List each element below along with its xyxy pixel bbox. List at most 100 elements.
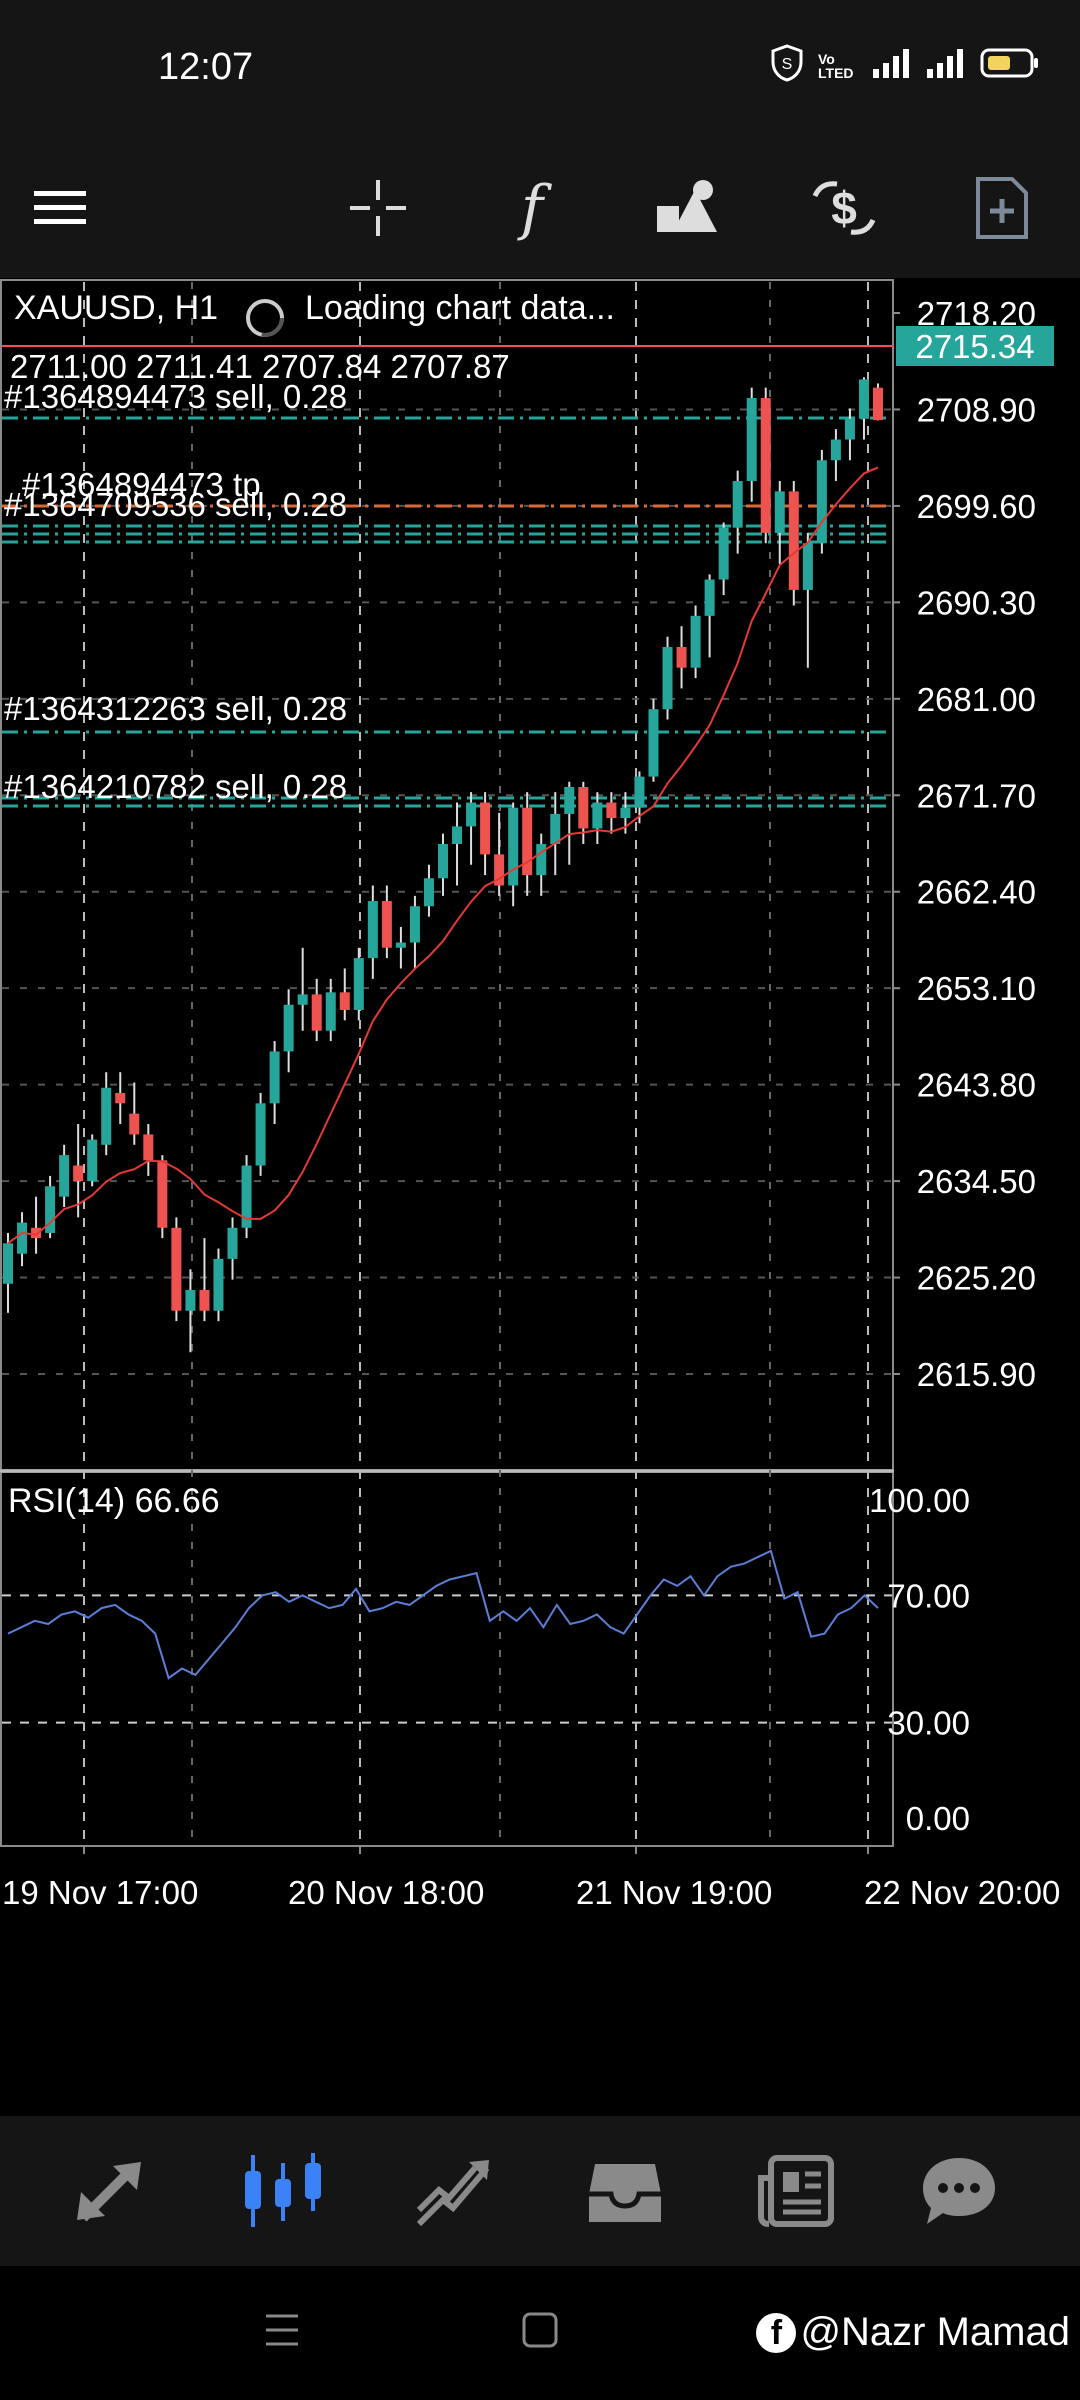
price-chart[interactable]: 2718.20 2708.90 2699.60 2690.30 2681.00 2671.…: [0, 278, 1080, 2116]
chart-area[interactable]: 2718.20 2708.90 2699.60 2690.30 2681.00 2671.…: [0, 278, 1080, 2116]
candle-body: [311, 994, 322, 1031]
candle-body: [858, 379, 869, 419]
rsi-tick-label: 70.00: [887, 1577, 970, 1614]
messages-icon[interactable]: [914, 2146, 1004, 2236]
time-label: 19 Nov 17:00: [2, 1874, 198, 1911]
candle-body: [480, 802, 491, 855]
candle-body: [241, 1165, 252, 1228]
time-label: 20 Nov 18:00: [288, 1874, 484, 1911]
chart-icon[interactable]: [238, 2146, 328, 2236]
indicators-icon[interactable]: f: [520, 173, 544, 243]
candle-body: [199, 1289, 210, 1311]
new-document-icon[interactable]: [964, 170, 1040, 246]
candle-body: [283, 1004, 294, 1052]
candle-body: [129, 1113, 140, 1135]
moving-average: [7, 466, 879, 1245]
candle-body: [592, 802, 603, 829]
candle-body: [648, 709, 659, 777]
system-nav: f @Nazr Mamad: [0, 2266, 1080, 2400]
candle-body: [578, 786, 589, 829]
candle-body: [438, 844, 448, 879]
candle-body: [732, 481, 743, 528]
candle-body: [452, 826, 463, 845]
rsi-line: [7, 1549, 879, 1680]
candle-body: [171, 1227, 182, 1311]
candle-body: [690, 615, 701, 668]
order-lines: [2, 416, 892, 808]
menu-icon[interactable]: [22, 170, 98, 246]
price-tick-label: 2643.80: [917, 1067, 1036, 1104]
objects-icon[interactable]: [650, 170, 726, 246]
candle-body: [101, 1087, 112, 1145]
candle-body: [564, 786, 575, 814]
candle-body: [227, 1227, 238, 1259]
candle-body: [802, 543, 813, 590]
candle-body: [620, 807, 631, 819]
recents-icon[interactable]: [262, 2310, 302, 2355]
order-label: #1364894473 sell, 0.28: [4, 378, 347, 415]
candle-body: [395, 942, 406, 948]
candle-body: [409, 906, 420, 943]
candle-body: [662, 646, 673, 710]
quotes-icon[interactable]: [64, 2146, 154, 2236]
rsi-label: RSI(14) 66.66: [8, 1482, 220, 1520]
symbol-title: XAUUSD, H1: [14, 289, 218, 327]
chart-toolbar: f $: [0, 140, 1080, 278]
time-label: 22 Nov 20:00: [864, 1874, 1060, 1911]
candle-body: [508, 807, 519, 886]
trade-icon[interactable]: $: [806, 170, 882, 246]
volte-icon: Vo LTED: [818, 50, 854, 81]
candle-body: [115, 1092, 126, 1104]
time-axis: 19 Nov 17:00 20 Nov 18:00 21 Nov 19:00 22 N…: [2, 1846, 1060, 1911]
news-icon[interactable]: [752, 2146, 842, 2236]
rsi-polyline: [7, 1549, 879, 1680]
price-tick-label: 2718.20: [917, 295, 1036, 332]
watermark: f @Nazr Mamad: [756, 2310, 1070, 2355]
status-bar: 12:07 S Vo LTED: [0, 0, 1080, 140]
candle-body: [704, 579, 715, 616]
rsi-tick-label: 0.00: [906, 1800, 970, 1837]
candle-body: [423, 878, 434, 907]
candle-body: [45, 1186, 56, 1233]
home-icon[interactable]: [520, 2310, 560, 2355]
order-label: #1364709536 sell, 0.28: [4, 486, 347, 523]
price-tick-label: 2690.30: [917, 584, 1036, 621]
svg-text:S: S: [782, 56, 793, 73]
candle-body: [634, 776, 645, 808]
signal-icon: [872, 47, 912, 84]
svg-text:$: $: [831, 182, 857, 234]
order-label: #1364312263 sell, 0.28: [4, 690, 347, 727]
status-icons: S Vo LTED: [770, 44, 1040, 87]
time-label: 21 Nov 19:00: [576, 1874, 772, 1911]
rsi-axis: 100.00 70.00 30.00 0.00: [869, 1482, 970, 1837]
candle-body: [522, 807, 533, 876]
crosshair-icon[interactable]: [340, 170, 416, 246]
price-tick-label: 2708.90: [917, 391, 1036, 428]
watermark-text: @Nazr Mamad: [800, 2310, 1070, 2354]
price-tick-label: 2699.60: [917, 488, 1036, 525]
order-label: #1364210782 sell, 0.28: [4, 768, 347, 805]
current-price-label: 2715.34: [915, 328, 1034, 365]
current-price-badge: [896, 326, 1054, 366]
history-icon[interactable]: [580, 2146, 670, 2236]
candle-body: [774, 491, 785, 533]
candle-body: [143, 1134, 154, 1161]
candle-body: [873, 387, 883, 421]
grid: [2, 282, 892, 1844]
candle-body: [466, 802, 477, 827]
price-tick-label: 2634.50: [917, 1163, 1036, 1200]
candle-body: [606, 802, 617, 819]
candle-body: [73, 1165, 84, 1182]
order-labels: #1364894473 sell, 0.28#1364894473 tp#136…: [4, 378, 347, 805]
price-tick-label: 2681.00: [917, 681, 1036, 718]
trade-icon[interactable]: [408, 2146, 498, 2236]
candle-body: [255, 1103, 266, 1166]
order-label: #1364894473 tp: [22, 466, 261, 503]
candle-body: [17, 1222, 28, 1254]
price-axis: 2718.20 2708.90 2699.60 2690.30 2681.00 2671.…: [893, 295, 1036, 1393]
price-tick-label: 2615.90: [917, 1356, 1036, 1393]
candle-body: [269, 1051, 280, 1104]
shield-icon: S: [770, 44, 804, 87]
rsi-tick-label: 100.00: [869, 1482, 970, 1519]
candle-body: [59, 1155, 70, 1197]
